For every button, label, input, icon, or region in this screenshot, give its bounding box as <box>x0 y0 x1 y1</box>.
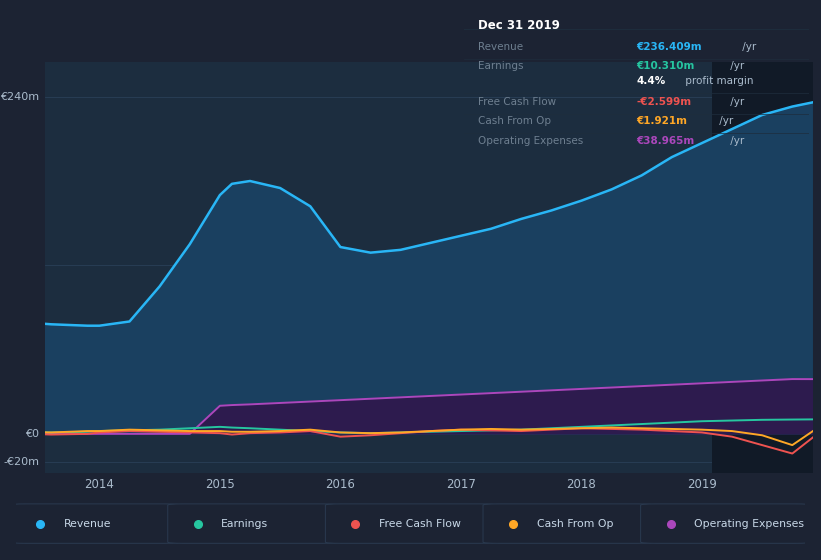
Text: /yr: /yr <box>727 62 745 72</box>
Text: /yr: /yr <box>739 42 756 52</box>
Text: Operating Expenses: Operating Expenses <box>695 519 805 529</box>
Text: Revenue: Revenue <box>478 42 523 52</box>
Text: profit margin: profit margin <box>681 76 754 86</box>
Bar <box>712 62 813 473</box>
Text: Earnings: Earnings <box>478 62 523 72</box>
FancyBboxPatch shape <box>325 504 496 543</box>
Text: /yr: /yr <box>727 136 745 146</box>
FancyBboxPatch shape <box>640 504 811 543</box>
Text: Revenue: Revenue <box>64 519 111 529</box>
Text: €0: €0 <box>25 429 39 439</box>
Text: Earnings: Earnings <box>222 519 268 529</box>
Text: Free Cash Flow: Free Cash Flow <box>379 519 461 529</box>
Text: €38.965m: €38.965m <box>636 136 695 146</box>
Text: €236.409m: €236.409m <box>636 42 702 52</box>
Text: Operating Expenses: Operating Expenses <box>478 136 583 146</box>
FancyBboxPatch shape <box>483 504 654 543</box>
Text: Cash From Op: Cash From Op <box>537 519 613 529</box>
Text: -€20m: -€20m <box>3 457 39 467</box>
Text: /yr: /yr <box>727 97 745 107</box>
Text: €10.310m: €10.310m <box>636 62 695 72</box>
FancyBboxPatch shape <box>167 504 338 543</box>
FancyBboxPatch shape <box>10 504 181 543</box>
Text: -€2.599m: -€2.599m <box>636 97 691 107</box>
Text: Cash From Op: Cash From Op <box>478 116 551 127</box>
Text: /yr: /yr <box>716 116 733 127</box>
Text: €1.921m: €1.921m <box>636 116 687 127</box>
Text: Dec 31 2019: Dec 31 2019 <box>478 19 560 32</box>
Text: 4.4%: 4.4% <box>636 76 666 86</box>
Text: €240m: €240m <box>0 92 39 102</box>
Text: Free Cash Flow: Free Cash Flow <box>478 97 556 107</box>
